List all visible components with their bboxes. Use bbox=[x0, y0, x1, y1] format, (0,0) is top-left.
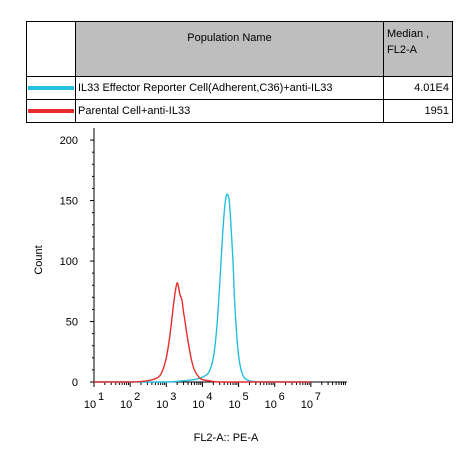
y-tick-label: 200 bbox=[60, 135, 78, 147]
x-tick-label-base: 10 bbox=[301, 399, 313, 411]
legend-header-blank bbox=[26, 21, 76, 77]
x-tick-label-base: 10 bbox=[265, 399, 277, 411]
legend-swatch-cell bbox=[26, 76, 76, 100]
legend-header-stat-label: Median , bbox=[387, 28, 430, 40]
legend-row-name: IL33 Effector Reporter Cell(Adherent,C36… bbox=[75, 76, 384, 100]
x-tick-label-base: 10 bbox=[192, 399, 204, 411]
legend-row-value: 1951 bbox=[383, 99, 453, 123]
legend-swatch-parental bbox=[28, 109, 74, 113]
legend-header-stat-param: FL2-A bbox=[387, 44, 417, 56]
legend-swatch-reporter bbox=[28, 86, 74, 90]
x-tick-label-exp: 4 bbox=[206, 391, 212, 403]
series-reporter-line bbox=[94, 193, 311, 383]
legend-table: Population Name Median , FL2-A IL33 Effe… bbox=[26, 21, 453, 123]
x-tick-label-exp: 1 bbox=[98, 391, 104, 403]
y-tick-label: 0 bbox=[72, 377, 78, 389]
y-tick-label: 50 bbox=[66, 317, 78, 329]
x-tick-label-exp: 7 bbox=[315, 391, 321, 403]
x-tick-label-exp: 3 bbox=[170, 391, 176, 403]
y-axis-label: Count bbox=[33, 245, 45, 274]
series-parental-line bbox=[94, 282, 311, 383]
legend-swatch-cell bbox=[26, 99, 76, 123]
legend-row-parental: Parental Cell+anti-IL33 1951 bbox=[26, 99, 453, 123]
y-tick-label: 150 bbox=[60, 196, 78, 208]
x-tick-label-base: 10 bbox=[84, 399, 96, 411]
x-tick-label-exp: 2 bbox=[134, 391, 140, 403]
x-tick-label-base: 10 bbox=[228, 399, 240, 411]
x-tick-label-base: 10 bbox=[120, 399, 132, 411]
legend-header-stat: Median , FL2-A bbox=[383, 21, 453, 77]
x-tick-label-base: 10 bbox=[156, 399, 168, 411]
legend-row-name: Parental Cell+anti-IL33 bbox=[75, 99, 384, 123]
x-tick-label-exp: 5 bbox=[243, 391, 249, 403]
legend-row-reporter: IL33 Effector Reporter Cell(Adherent,C36… bbox=[26, 76, 453, 100]
legend-row-value: 4.01E4 bbox=[383, 76, 453, 100]
x-tick-label-exp: 6 bbox=[279, 391, 285, 403]
x-axis-label: FL2-A:: PE-A bbox=[194, 432, 259, 444]
y-tick-label: 100 bbox=[60, 256, 78, 268]
